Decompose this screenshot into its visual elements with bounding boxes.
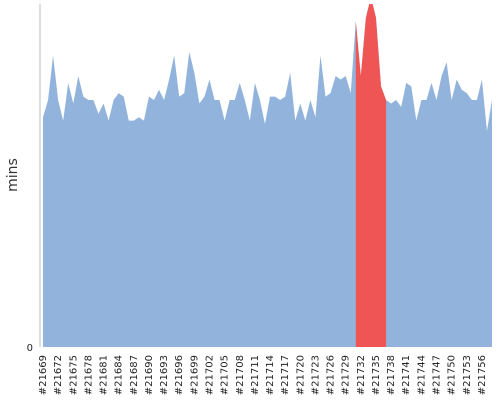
x-tick-label: #21669 bbox=[38, 355, 49, 395]
x-tick-label: #21684 bbox=[114, 355, 125, 395]
x-tick-label: #21687 bbox=[129, 355, 140, 395]
x-tick-label: #21717 bbox=[280, 355, 291, 395]
x-tick-label: #21699 bbox=[189, 355, 200, 395]
y-axis-label: mins bbox=[5, 158, 21, 192]
x-tick-label: #21672 bbox=[53, 355, 64, 395]
x-tick-label: #21681 bbox=[99, 355, 110, 395]
highlighted-area bbox=[355, 4, 387, 347]
x-tick-label: #21708 bbox=[235, 355, 246, 395]
x-tick-label: #21711 bbox=[250, 355, 261, 395]
x-tick-label: #21702 bbox=[204, 355, 215, 395]
x-tick-label: #21678 bbox=[83, 355, 94, 395]
x-tick-label: #21750 bbox=[447, 355, 458, 395]
x-tick-labels: #21669 #21672 #21675 #21678 #21681 #21684 #216… bbox=[38, 355, 488, 395]
series-area bbox=[43, 4, 492, 347]
x-tick-label: #21744 bbox=[416, 355, 427, 395]
x-tick-label: #21741 bbox=[401, 355, 412, 395]
x-tick-label: #21693 bbox=[159, 355, 170, 395]
x-tick-label: #21714 bbox=[265, 355, 276, 395]
x-tick-label: #21696 bbox=[174, 355, 185, 395]
y-tick-label: 0 bbox=[27, 343, 33, 354]
x-tick-label: #21753 bbox=[462, 355, 473, 395]
x-tick-label: #21723 bbox=[310, 355, 321, 395]
x-tick-label: #21738 bbox=[386, 355, 397, 395]
plot-area bbox=[43, 4, 492, 347]
x-tick-label: #21705 bbox=[220, 355, 231, 395]
x-tick-label: #21720 bbox=[295, 355, 306, 395]
x-tick-label: #21735 bbox=[371, 355, 382, 395]
x-tick-label: #21675 bbox=[68, 355, 79, 395]
x-tick-label: #21747 bbox=[432, 355, 443, 395]
x-tick-label: #21732 bbox=[356, 355, 367, 395]
x-tick-label: #21756 bbox=[477, 355, 488, 395]
x-tick-label: #21726 bbox=[326, 355, 337, 395]
x-tick-label: #21729 bbox=[341, 355, 352, 395]
x-tick-label: #21690 bbox=[144, 355, 155, 395]
